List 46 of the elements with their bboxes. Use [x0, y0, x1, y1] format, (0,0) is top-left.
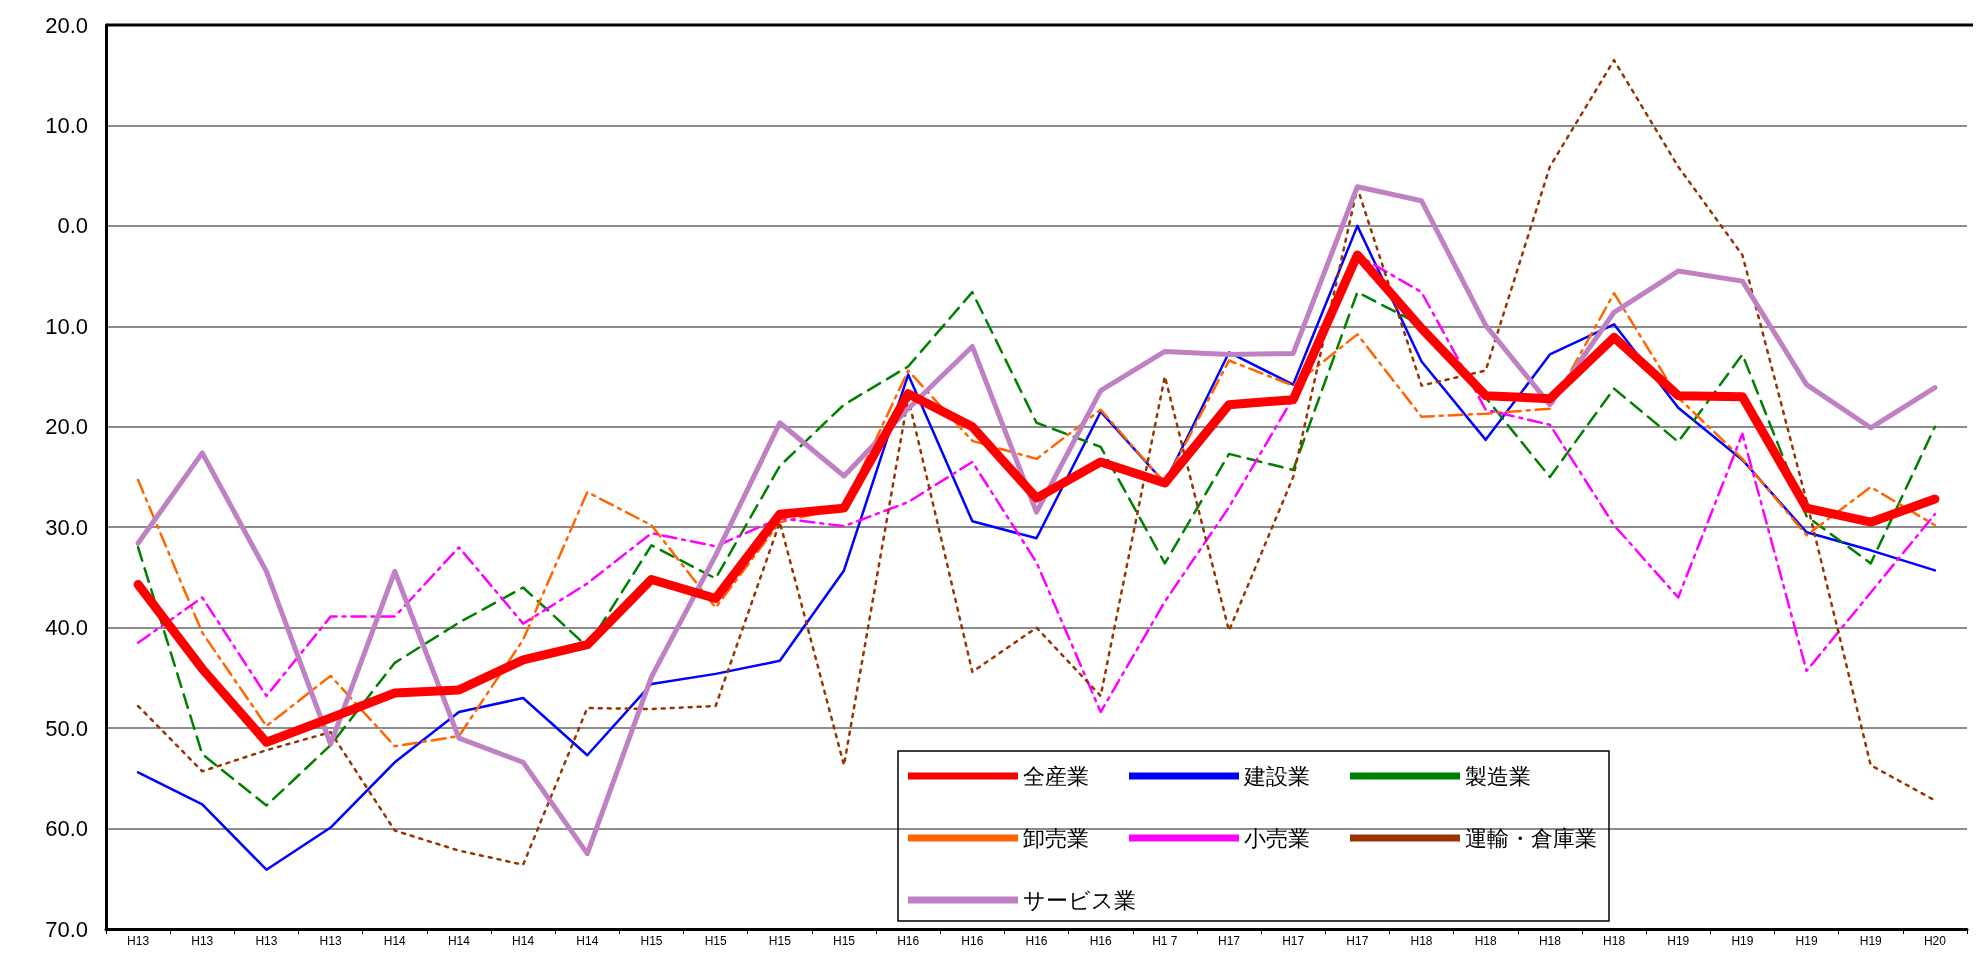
x-tick-label: H17	[1218, 934, 1241, 948]
x-tick-label: H1 7	[1152, 934, 1178, 948]
x-tick-label: H15	[704, 934, 727, 948]
y-tick-label: 30.0	[45, 514, 88, 540]
y-tick-label: 0.0	[57, 213, 88, 239]
legend-label: 小売業	[1244, 825, 1310, 851]
x-tick-label: H16	[1025, 934, 1048, 948]
x-tick-label: H19	[1731, 934, 1754, 948]
y-tick-label: 20.0	[45, 414, 88, 440]
y-tick-label: 40.0	[45, 615, 88, 641]
x-tick-label: H13	[319, 934, 342, 948]
x-tick-label: H14	[383, 934, 407, 948]
x-tick-label: H15	[640, 934, 663, 948]
x-tick-label: H17	[1282, 934, 1305, 948]
legend-label: 卸売業	[1023, 825, 1089, 851]
y-tick-label: 20.0	[45, 12, 88, 38]
legend-label: 全産業	[1023, 763, 1089, 789]
x-tick-label: H15	[768, 934, 792, 948]
y-tick-label: 10.0	[45, 313, 88, 339]
x-tick-label: H17	[1346, 934, 1369, 948]
y-tick-label: 50.0	[45, 715, 88, 741]
x-tick-label: H19	[1795, 934, 1818, 948]
legend-label: 運輸・倉庫業	[1465, 825, 1597, 851]
legend-label: サービス業	[1023, 887, 1136, 913]
x-tick-label: H18	[1603, 934, 1626, 948]
x-tick-label: H20	[1923, 934, 1947, 948]
y-tick-label: 60.0	[45, 816, 88, 842]
x-tick-label: H18	[1538, 934, 1562, 948]
x-tick-label: H16	[1089, 934, 1112, 948]
y-tick-label: 10.0	[45, 112, 88, 138]
legend-label: 製造業	[1465, 763, 1531, 789]
x-tick-label: H16	[897, 934, 920, 948]
x-tick-label: H14	[576, 934, 599, 948]
y-tick-label: 70.0	[45, 916, 88, 942]
x-tick-label: H19	[1859, 934, 1883, 948]
x-tick-label: H13	[127, 934, 150, 948]
x-tick-label: H18	[1410, 934, 1433, 948]
legend-label: 建設業	[1243, 763, 1310, 789]
x-tick-label: H13	[255, 934, 278, 948]
x-tick-label: H15	[832, 934, 856, 948]
x-tick-label: H13	[191, 934, 214, 948]
x-tick-label: H14	[447, 934, 471, 948]
x-tick-label: H19	[1667, 934, 1690, 948]
x-tick-label: H16	[961, 934, 984, 948]
x-tick-label: H14	[512, 934, 535, 948]
x-tick-label: H18	[1474, 934, 1498, 948]
